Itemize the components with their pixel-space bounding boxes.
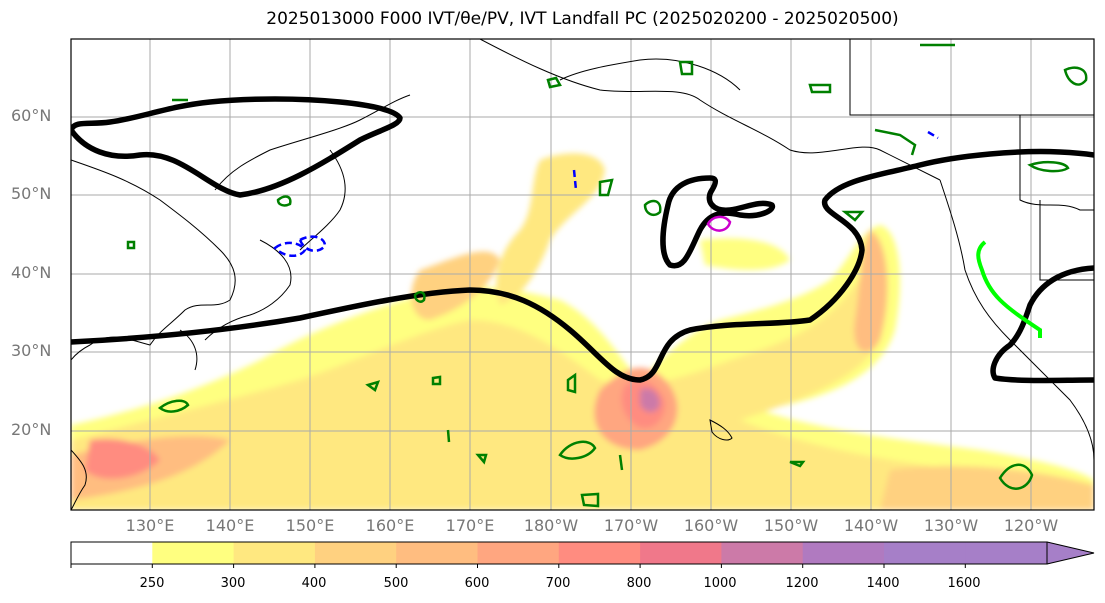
- colorbar-tick-800: 800: [626, 576, 652, 591]
- lon-label-120w: 120°W: [1003, 516, 1059, 535]
- map-title: 2025013000 F000 IVT/θe/PV, IVT Landfall …: [266, 9, 899, 29]
- colorbar-tick-250: 250: [139, 576, 165, 591]
- lon-label-160e: 160°E: [365, 516, 415, 535]
- lat-label-20: 20°N: [11, 420, 52, 439]
- lon-label-160w: 160°W: [683, 516, 739, 535]
- lon-label-150e: 150°E: [285, 516, 335, 535]
- lon-label-130w: 130°W: [923, 516, 979, 535]
- blue-contours: [273, 130, 939, 257]
- thick-contours: [71, 96, 1094, 384]
- lon-label-140w: 140°W: [843, 516, 899, 535]
- lon-label-170e: 170°E: [445, 516, 495, 535]
- lon-label-140e: 140°E: [205, 516, 255, 535]
- colorbar-tick-1600: 1600: [947, 576, 981, 591]
- lat-label-50: 50°N: [11, 184, 52, 203]
- map-gridlines: [71, 39, 1094, 510]
- lat-label-60: 60°N: [11, 106, 52, 125]
- magenta-contour: [706, 215, 732, 232]
- lon-label-180w: 180°W: [523, 516, 579, 535]
- colorbar-tick-500: 500: [383, 576, 409, 591]
- lime-contour: [976, 240, 1042, 338]
- lon-label-130e: 130°E: [125, 516, 175, 535]
- lon-label-150w: 150°W: [763, 516, 819, 535]
- lat-label-40: 40°N: [11, 263, 52, 282]
- colorbar-tick-1400: 1400: [866, 576, 900, 591]
- colorbar-tick-400: 400: [301, 576, 327, 591]
- lon-label-170w: 170°W: [603, 516, 659, 535]
- colorbar-tick-1000: 1000: [703, 576, 737, 591]
- map-frame: [70, 38, 1095, 511]
- colorbar-tick-600: 600: [464, 576, 490, 591]
- colorbar-tick-1200: 1200: [785, 576, 819, 591]
- green-contours: [126, 43, 1088, 508]
- lat-label-30: 30°N: [11, 341, 52, 360]
- colorbar-tick-700: 700: [545, 576, 571, 591]
- colorbar-tick-300: 300: [220, 576, 246, 591]
